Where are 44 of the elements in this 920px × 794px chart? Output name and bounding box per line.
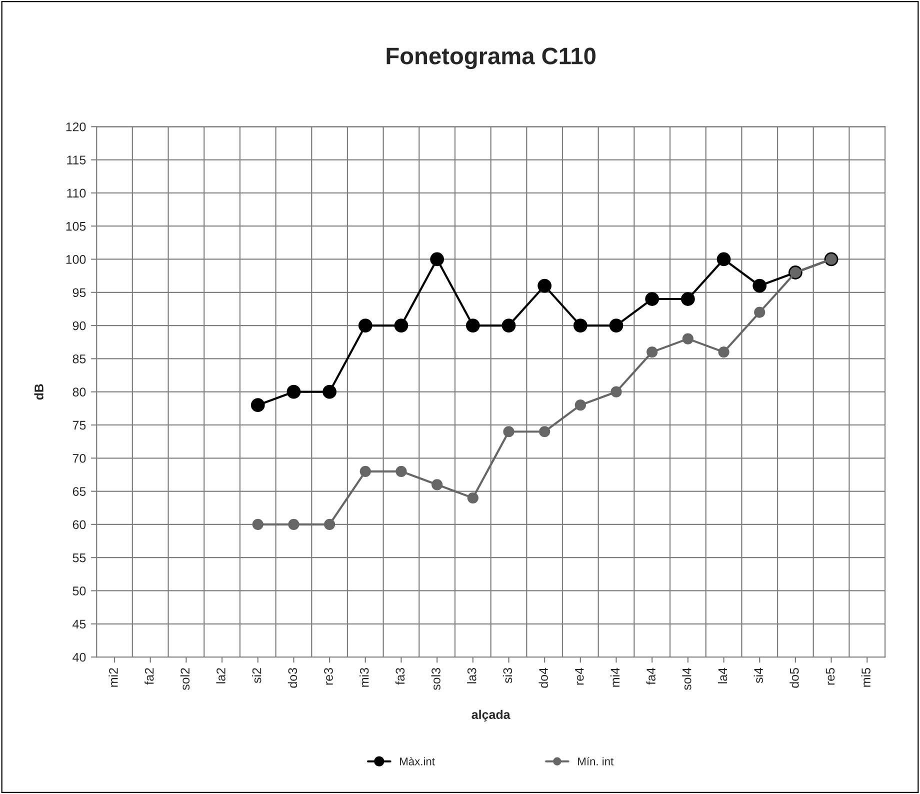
- x-tick-label: la4: [718, 668, 728, 684]
- y-tick-label: 75: [72, 420, 86, 430]
- x-tick-label: re5: [826, 668, 835, 685]
- legend-label: Mín. int: [578, 757, 614, 766]
- x-tick-label: mi4: [610, 668, 620, 687]
- y-tick-label: 55: [72, 554, 86, 562]
- x-tick-label: mi2: [108, 668, 118, 687]
- y-tick-label: 85: [72, 354, 86, 364]
- x-tick-label: do3: [288, 668, 298, 688]
- y-tick-label: 95: [72, 288, 86, 298]
- y-tick-label: 45: [72, 620, 86, 629]
- y-tick-label: 40: [72, 652, 86, 662]
- x-tick-label: si4: [754, 668, 763, 684]
- x-tick-label: fa2: [144, 668, 154, 685]
- y-tick-label: 105: [66, 222, 86, 231]
- y-tick-label: 110: [67, 188, 86, 198]
- y-tick-label: 80: [72, 388, 86, 396]
- x-tick-label: sol4: [682, 668, 692, 690]
- y-tick-label: 115: [67, 156, 86, 164]
- x-axis-title: alçada: [472, 710, 510, 722]
- chart-title: Fonetograma C110: [386, 48, 596, 70]
- x-tick-label: si3: [502, 668, 512, 684]
- x-tick-label: sol2: [180, 668, 190, 690]
- x-tick-label: la2: [216, 668, 226, 684]
- x-tick-label: mi5: [861, 668, 870, 687]
- legend-label: Màx.int: [400, 757, 435, 766]
- x-tick-label: sol3: [431, 668, 440, 690]
- x-tick-label: do4: [538, 668, 548, 688]
- y-axis-title: dB: [34, 384, 44, 400]
- y-tick-label: 60: [72, 520, 86, 530]
- x-tick-label: mi3: [360, 668, 369, 687]
- y-tick-label: 70: [72, 454, 86, 463]
- y-tick-label: 65: [72, 487, 86, 496]
- x-tick-label: fa4: [646, 668, 656, 685]
- y-tick-label: 100: [66, 255, 86, 264]
- x-tick-label: si2: [252, 668, 262, 684]
- y-tick-label: 120: [66, 122, 86, 132]
- y-tick-label: 50: [72, 586, 86, 596]
- x-tick-label: fa3: [395, 668, 405, 685]
- y-tick-label: 90: [72, 321, 86, 330]
- x-tick-label: do5: [790, 668, 799, 688]
- x-tick-label: la3: [467, 668, 476, 684]
- x-tick-label: re4: [575, 668, 584, 685]
- x-tick-label: re3: [324, 668, 333, 685]
